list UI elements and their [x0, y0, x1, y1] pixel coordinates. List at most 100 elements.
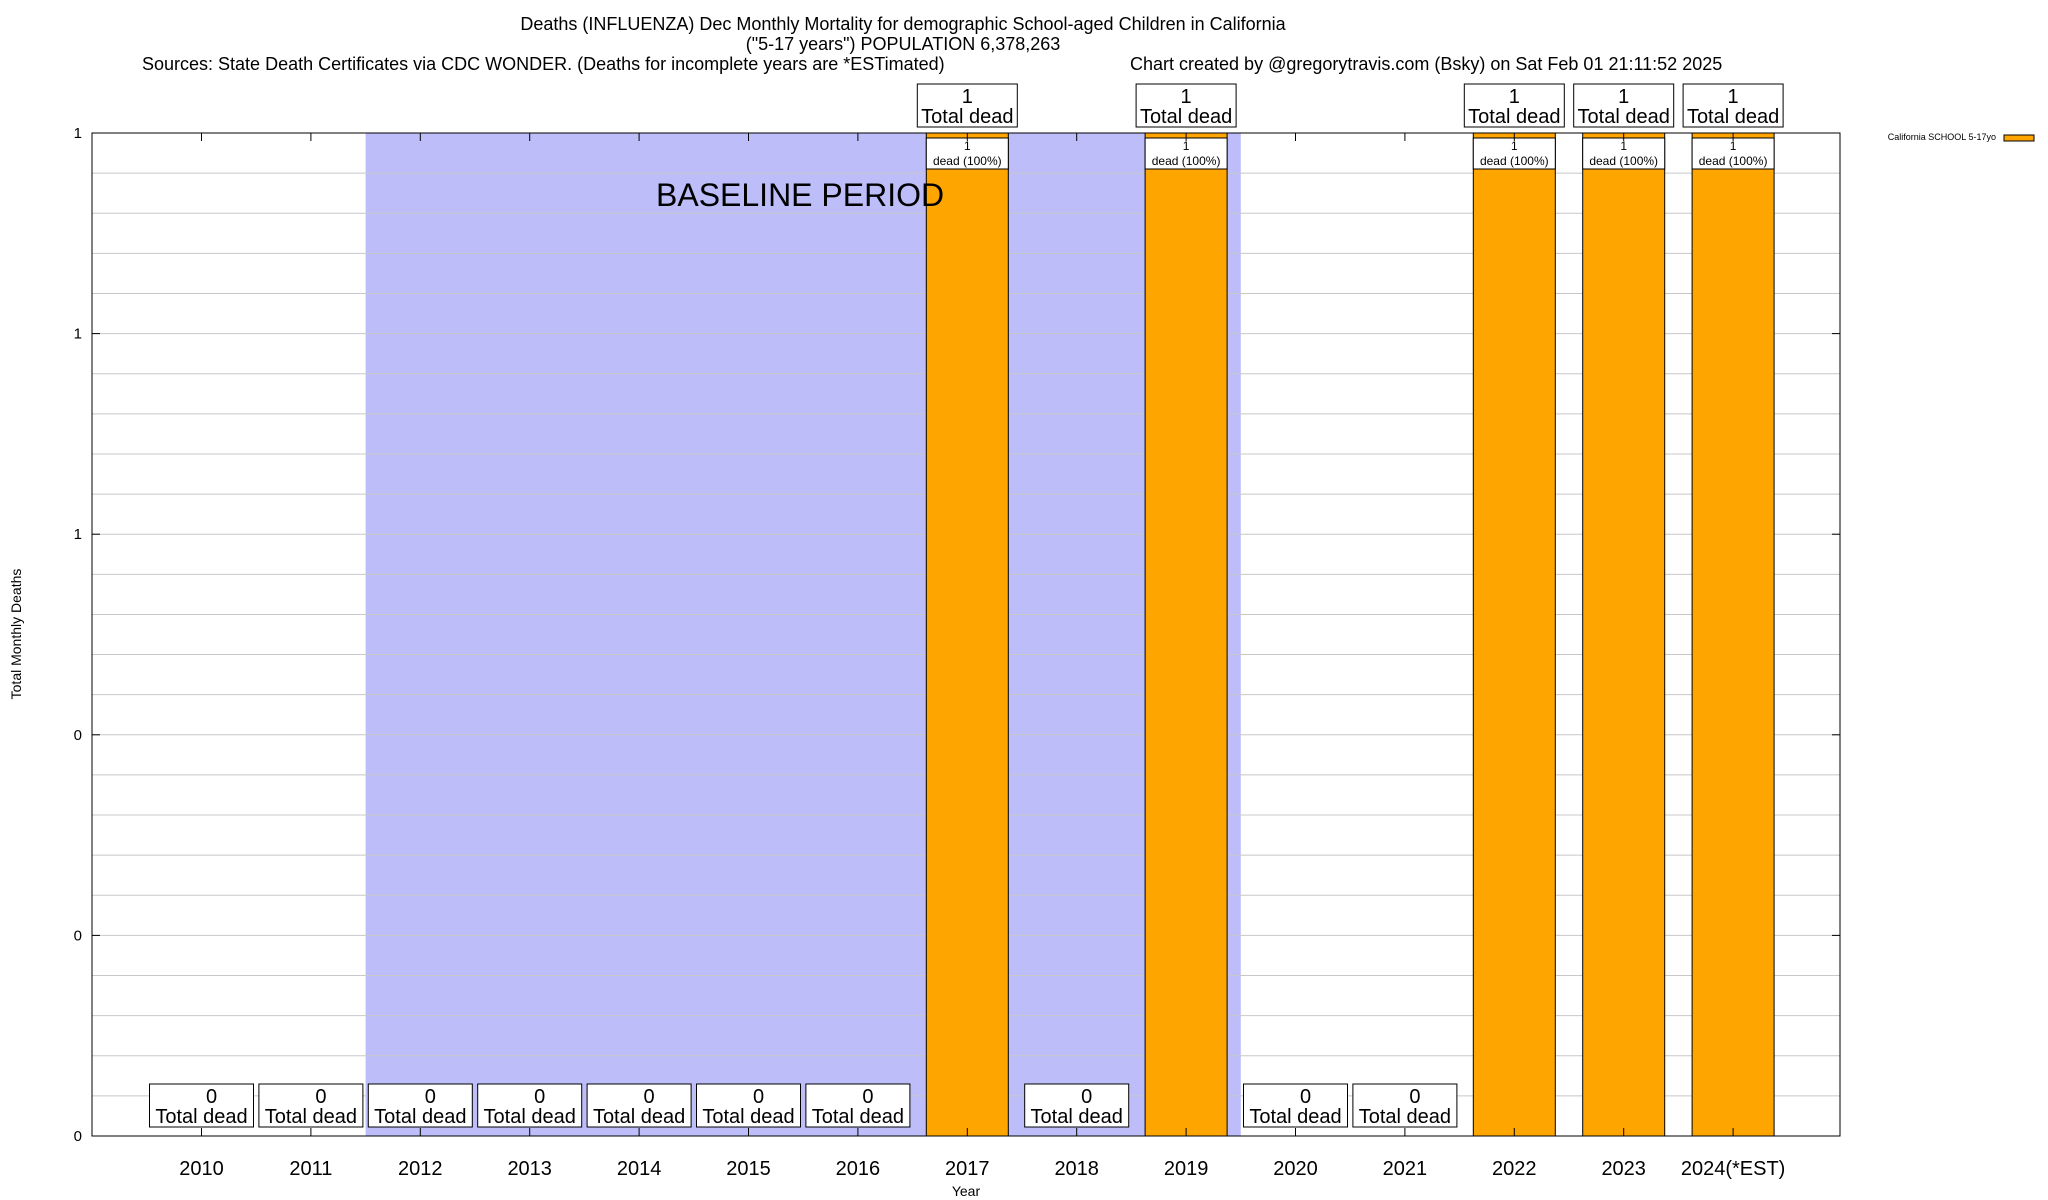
total-label-box	[477, 1083, 583, 1128]
total-label-value: 0	[1300, 1086, 1311, 1108]
bars-layer	[198, 132, 1775, 1137]
total-label-text: Total dead	[1687, 106, 1779, 128]
bar-inner-label-value: 1	[964, 139, 971, 153]
total-label-box	[149, 1083, 254, 1128]
y-tick-label: 1	[74, 526, 82, 543]
x-tick-label: 2011	[289, 1158, 332, 1180]
total-label-box	[1352, 1083, 1458, 1128]
total-label-text: Total dead	[1031, 1106, 1123, 1128]
baseline-period-region	[365, 133, 1241, 1136]
x-tick-label: 2022	[1492, 1158, 1537, 1180]
x-tick-label: 2012	[398, 1158, 443, 1180]
x-tick-label: 2024(*EST)	[1681, 1158, 1786, 1180]
x-tick-label: 2023	[1601, 1158, 1646, 1180]
total-label-box	[1463, 83, 1565, 128]
total-label-text: Total dead	[1249, 1106, 1341, 1128]
total-label-value: 0	[206, 1086, 217, 1108]
legend-swatch	[2003, 134, 2035, 142]
x-tick-label: 2013	[507, 1158, 552, 1180]
bar-inner-label-text: dead (100%)	[1699, 154, 1768, 168]
total-label-box	[586, 1083, 692, 1128]
plot-frame	[91, 132, 1841, 1137]
bar-inner-label-text: dead (100%)	[1152, 154, 1221, 168]
y-tick-label: 1	[74, 326, 82, 343]
total-label-box	[258, 1083, 364, 1128]
total-label-value: 0	[862, 1086, 873, 1108]
chart-credit: Chart created by @gregorytravis.com (Bsk…	[1130, 54, 1722, 74]
baseline-period-layer	[365, 133, 1241, 1136]
total-label-box	[916, 83, 1018, 128]
y-tick-label: 1	[74, 125, 82, 142]
bar-inner-label-value: 1	[1183, 139, 1190, 153]
total-label-text: Total dead	[1359, 1106, 1451, 1128]
x-tick-label: 2010	[179, 1158, 224, 1180]
total-label-box	[696, 1083, 801, 1128]
total-label-value: 0	[315, 1086, 326, 1108]
total-label-text: Total dead	[484, 1106, 576, 1128]
bar	[925, 132, 1009, 1137]
x-tick-label: 2016	[836, 1158, 881, 1180]
total-label-value: 0	[1081, 1086, 1092, 1108]
bar-inner-label-value: 1	[1620, 139, 1627, 153]
y-axis-label: Total Monthly Deaths	[8, 569, 24, 700]
total-label-box	[1682, 83, 1784, 128]
bar	[1472, 132, 1556, 1137]
chart-title-line1: Deaths (INFLUENZA) Dec Monthly Mortality…	[520, 14, 1286, 34]
total-label-box	[805, 1083, 911, 1128]
chart-title-line2: ("5-17 years") POPULATION 6,378,263	[746, 34, 1061, 54]
bar-inner-label-text: dead (100%)	[933, 154, 1002, 168]
total-label-value: 0	[753, 1086, 764, 1108]
y-tick-label: 0	[74, 727, 82, 744]
total-label-text: Total dead	[1578, 106, 1670, 128]
total-label-box	[1573, 83, 1675, 128]
total-label-box	[1243, 1083, 1348, 1128]
total-label-text: Total dead	[921, 106, 1013, 128]
total-label-text: Total dead	[593, 1106, 685, 1128]
x-tick-label: 2020	[1273, 1158, 1318, 1180]
total-label-text: Total dead	[155, 1106, 247, 1128]
bar-inner-label-text: dead (100%)	[1589, 154, 1658, 168]
total-label-value: 0	[1409, 1086, 1420, 1108]
total-label-value: 0	[425, 1086, 436, 1108]
x-tick-label: 2014	[617, 1158, 662, 1180]
total-label-text: Total dead	[812, 1106, 904, 1128]
total-label-text: Total dead	[1468, 106, 1560, 128]
total-label-text: Total dead	[1140, 106, 1232, 128]
x-axis-label: Year	[952, 1183, 981, 1199]
x-tick-label: 2019	[1164, 1158, 1209, 1180]
chart-sources: Sources: State Death Certificates via CD…	[142, 54, 945, 74]
bar	[1582, 132, 1666, 1137]
total-label-value: 1	[1509, 86, 1520, 108]
bar	[1691, 132, 1775, 1137]
total-label-box	[1024, 1083, 1130, 1128]
total-label-value: 1	[1181, 86, 1192, 108]
total-label-value: 0	[644, 1086, 655, 1108]
bar-inner-label-box	[925, 137, 1009, 170]
bar-inner-label-value: 1	[1511, 139, 1518, 153]
bar-inner-label-text: dead (100%)	[1480, 154, 1549, 168]
total-label-value: 1	[1618, 86, 1629, 108]
total-label-box	[367, 1083, 473, 1128]
bar-inner-label-value: 1	[1730, 139, 1737, 153]
bar	[1144, 132, 1228, 1137]
total-label-text: Total dead	[265, 1106, 357, 1128]
x-tick-label: 2015	[726, 1158, 771, 1180]
total-label-value: 0	[534, 1086, 545, 1108]
x-tick-label: 2021	[1383, 1158, 1428, 1180]
baseline-period-label: BASELINE PERIOD	[656, 177, 944, 213]
total-label-value: 1	[1728, 86, 1739, 108]
bar-inner-label-box	[1582, 137, 1666, 170]
total-label-value: 1	[962, 86, 973, 108]
total-label-text: Total dead	[374, 1106, 466, 1128]
ticks-layer: 0 0 0 1 1 1 2010 2011 2012 2013 2014 2015 2016 2017 20…	[74, 125, 1840, 1180]
y-tick-label: 0	[74, 927, 82, 944]
x-tick-label: 2017	[945, 1158, 990, 1180]
legend-label: California SCHOOL 5-17yo	[1888, 132, 1996, 142]
total-label-text: Total dead	[702, 1106, 794, 1128]
y-tick-label: 0	[74, 1128, 82, 1145]
bar-inner-label-box	[1144, 137, 1228, 170]
x-tick-label: 2018	[1054, 1158, 1099, 1180]
total-label-box	[1135, 83, 1237, 128]
